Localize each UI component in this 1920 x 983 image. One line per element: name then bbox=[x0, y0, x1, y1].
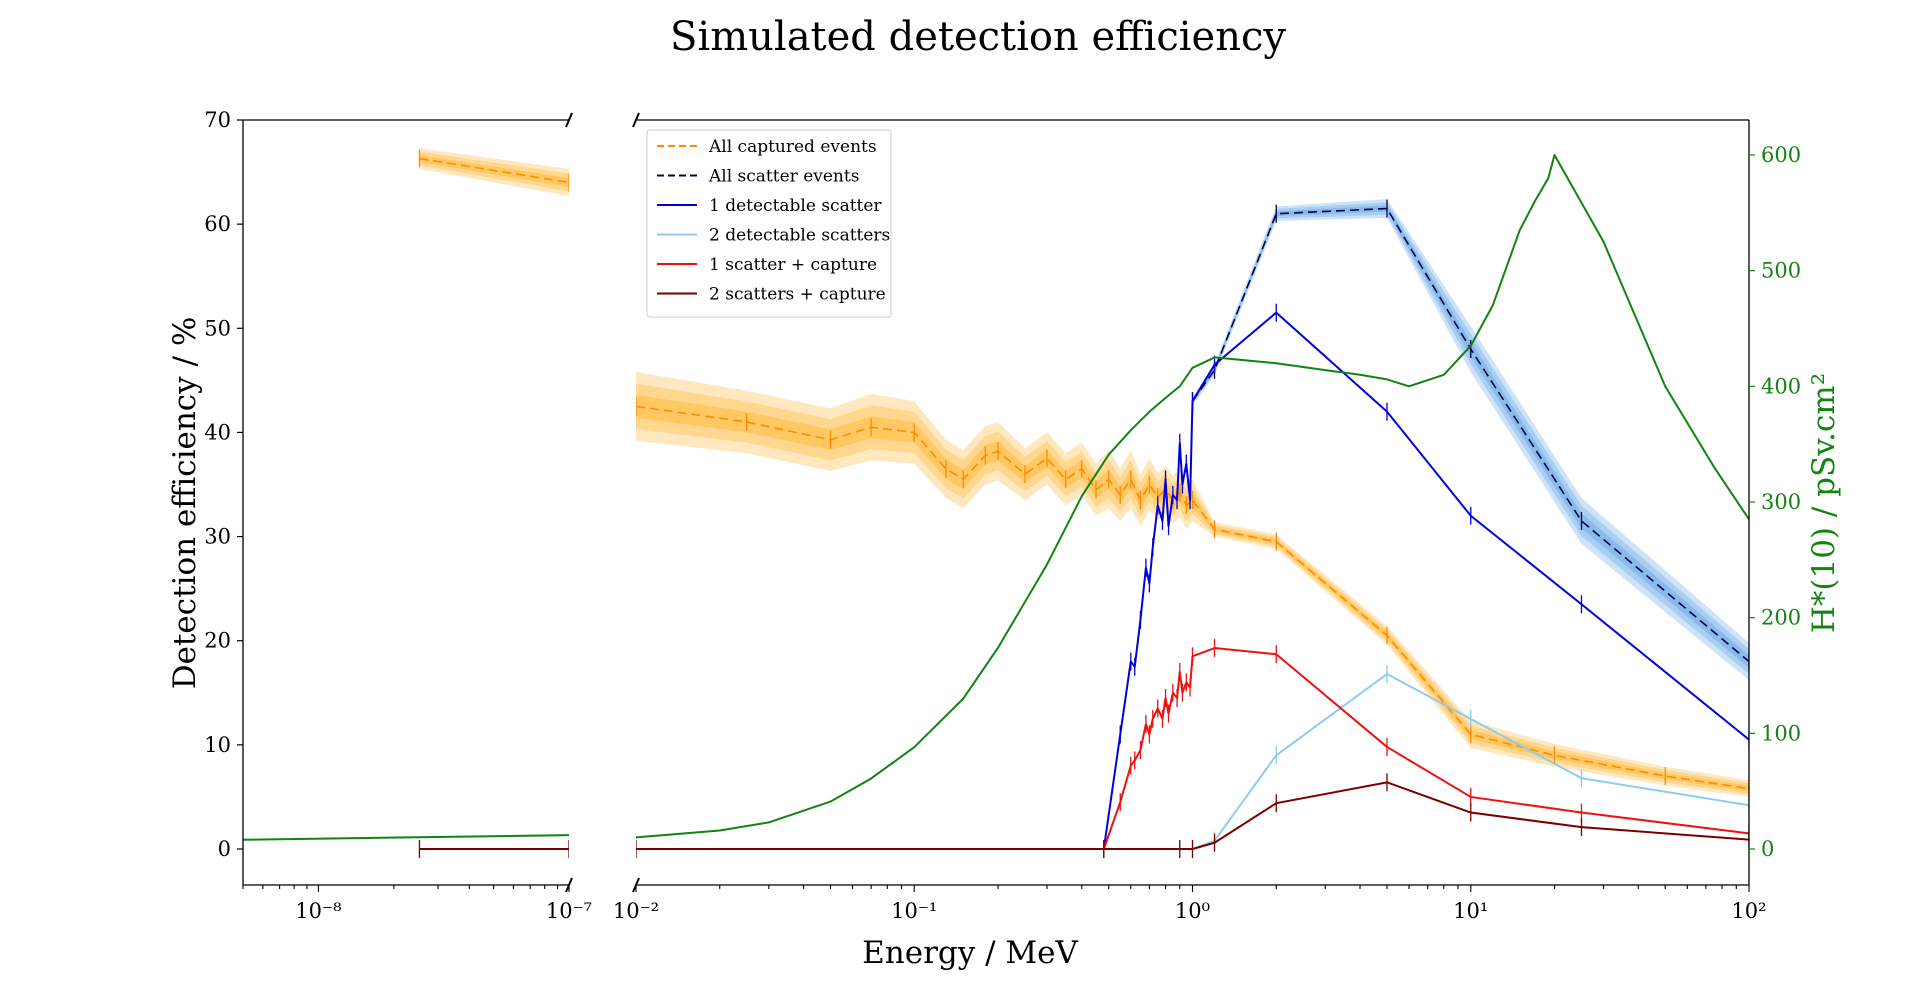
x-tick-label: 10⁻⁷ bbox=[546, 899, 592, 923]
y-tick-label: 50 bbox=[204, 316, 231, 340]
x-axis-label: Energy / MeV bbox=[862, 935, 1078, 971]
legend-label-2-detectable-scatters: 2 detectable scatters bbox=[709, 226, 890, 246]
y-tick-label: 60 bbox=[204, 212, 231, 236]
y-tick-label: 20 bbox=[204, 629, 231, 653]
axes: 0 10 20 30 40 50 60 70 0 100 200 300 400 500 600 10⁻⁸ 10… bbox=[204, 108, 1801, 923]
h10-dose-conversion-line-left bbox=[243, 834, 569, 841]
y2-tick-label: 200 bbox=[1761, 606, 1801, 630]
x-tick-label: 10¹ bbox=[1453, 899, 1488, 923]
legend: All captured events All scatter events 1 d… bbox=[646, 129, 892, 318]
x-tick-label: 10⁻¹ bbox=[891, 899, 937, 923]
legend-label-1-detectable-scatter: 1 detectable scatter bbox=[709, 196, 882, 216]
legend-label-all-scatter-events: All scatter events bbox=[708, 167, 859, 187]
all-scatter-events-band-right-0 bbox=[1192, 199, 1749, 681]
y2-tick-label: 0 bbox=[1761, 837, 1774, 861]
y2-tick-label: 300 bbox=[1761, 490, 1801, 514]
y-tick-label: 70 bbox=[204, 108, 231, 132]
y2-axis-label: H*(10) / pSv.cm² bbox=[1806, 373, 1842, 633]
all-captured-events-band-left-0 bbox=[419, 148, 569, 197]
y-tick-label: 0 bbox=[218, 837, 231, 861]
axis-break-mark bbox=[632, 112, 640, 128]
chart-title: Simulated detection efficiency bbox=[670, 14, 1286, 60]
y-axis-label: Detection efficiency / % bbox=[167, 317, 203, 690]
x-tick-label: 10² bbox=[1731, 899, 1766, 923]
legend-box bbox=[646, 129, 892, 318]
y2-tick-label: 600 bbox=[1761, 143, 1801, 167]
legend-label-all-captured-events: All captured events bbox=[708, 137, 877, 157]
all-captured-events-line-right bbox=[636, 405, 1749, 790]
all-captured-events-band-right-1 bbox=[636, 383, 1749, 795]
x-tick-label: 10⁻² bbox=[613, 899, 659, 923]
all-captured-events-band-left-1 bbox=[419, 151, 569, 192]
y-tick-label: 30 bbox=[204, 525, 231, 549]
legend-label-2-scatters-capture: 2 scatters + capture bbox=[709, 285, 886, 305]
2-scatters-capture-line-right bbox=[636, 781, 1749, 850]
y2-tick-label: 500 bbox=[1761, 259, 1801, 283]
y-tick-label: 10 bbox=[204, 733, 231, 757]
y-tick-label: 40 bbox=[204, 420, 231, 444]
y2-tick-label: 100 bbox=[1761, 721, 1801, 745]
x-tick-label: 10⁰ bbox=[1175, 899, 1210, 923]
legend-label-1-scatter-capture: 1 scatter + capture bbox=[709, 255, 877, 275]
x-tick-label: 10⁻⁸ bbox=[295, 899, 341, 923]
axis-break-mark bbox=[565, 112, 573, 128]
all-scatter-events-band-right-1 bbox=[1192, 202, 1749, 674]
right-panel bbox=[636, 154, 1749, 858]
left-panel bbox=[243, 148, 569, 858]
all-captured-events-line-left bbox=[419, 157, 569, 184]
y2-tick-label: 400 bbox=[1761, 374, 1801, 398]
h10-dose-conversion-line-right bbox=[636, 154, 1749, 839]
